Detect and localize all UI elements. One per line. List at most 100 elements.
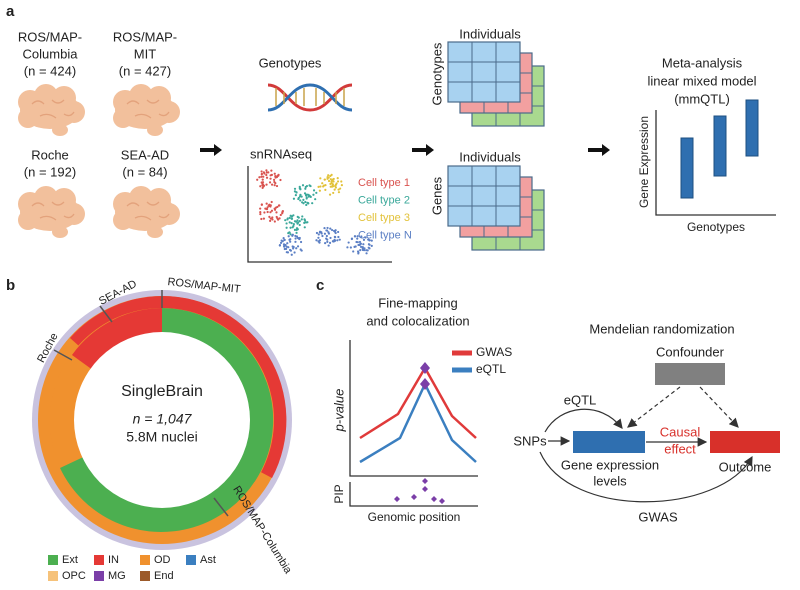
pip-label: PIP bbox=[332, 484, 346, 503]
cell-dot bbox=[293, 251, 296, 254]
column-label: Individuals bbox=[459, 149, 521, 164]
pip-axes bbox=[349, 482, 478, 507]
cell-dot bbox=[287, 246, 290, 249]
cell-dot bbox=[261, 178, 264, 181]
cell-dot bbox=[289, 226, 292, 229]
cell-dot bbox=[289, 233, 292, 236]
meta-title: Meta-analysis bbox=[662, 55, 743, 70]
cell-dot bbox=[303, 226, 306, 229]
matrix-layer bbox=[447, 165, 521, 227]
cell-dot bbox=[363, 247, 366, 250]
cell-dot bbox=[330, 185, 334, 188]
cell-dot bbox=[326, 177, 329, 180]
cell-dot bbox=[319, 177, 322, 180]
cell-dot bbox=[303, 221, 306, 224]
cell-dot bbox=[299, 240, 303, 244]
matrix-layer bbox=[447, 41, 521, 103]
cell-dot bbox=[327, 244, 330, 247]
cell-dot bbox=[261, 181, 264, 185]
cell-dot bbox=[334, 184, 337, 187]
cell-dot bbox=[304, 200, 307, 204]
cell-dot bbox=[293, 187, 297, 190]
legend-swatch bbox=[140, 571, 150, 581]
cell-dot bbox=[330, 228, 334, 232]
cell-dot bbox=[312, 189, 316, 192]
confounder-box bbox=[655, 363, 725, 385]
cell-dot bbox=[326, 229, 329, 232]
cell-type-label: Cell type N bbox=[358, 229, 412, 241]
cell-dot bbox=[290, 253, 293, 256]
cell-dot bbox=[265, 207, 269, 211]
center-nuclei: 5.8M nuclei bbox=[126, 429, 198, 445]
cell-type-label: Cell type 3 bbox=[358, 212, 410, 224]
cell-dot bbox=[337, 188, 340, 191]
cell-dot bbox=[305, 203, 308, 207]
cell-dot bbox=[303, 218, 306, 221]
cell-dot bbox=[337, 191, 341, 194]
exposure-label: levels bbox=[593, 473, 627, 488]
cell-dot bbox=[277, 204, 281, 207]
cell-dot bbox=[350, 237, 353, 241]
cohort-n: (n = 427) bbox=[119, 63, 171, 78]
cell-dot bbox=[329, 227, 332, 230]
legend-label: MG bbox=[108, 570, 126, 582]
x-axis-label: Genotypes bbox=[687, 220, 745, 234]
cell-dot bbox=[274, 182, 277, 185]
cell-dot bbox=[286, 218, 289, 221]
cell-dot bbox=[275, 184, 279, 188]
arrow bbox=[412, 144, 434, 156]
cell-dot bbox=[282, 237, 285, 240]
cell-dot bbox=[302, 202, 305, 205]
y-axis-label: p-value bbox=[331, 389, 346, 433]
cell-dot bbox=[349, 246, 352, 249]
exposure-box bbox=[573, 431, 645, 453]
cell-dot bbox=[356, 237, 359, 240]
cell-dot bbox=[292, 222, 295, 226]
cell-dot bbox=[279, 213, 282, 217]
cell-dot bbox=[296, 215, 299, 218]
meta-title: (mmQTL) bbox=[674, 91, 730, 106]
cell-dot bbox=[331, 178, 334, 181]
cell-dot bbox=[314, 198, 317, 201]
eqtl-label: eQTL bbox=[564, 392, 597, 407]
cell-dot bbox=[356, 235, 359, 238]
cell-dot bbox=[353, 235, 357, 238]
legend-swatch bbox=[48, 571, 58, 581]
cell-dot bbox=[300, 195, 303, 198]
cell-dot bbox=[281, 212, 284, 215]
cell-dot bbox=[328, 241, 332, 244]
legend-label: OD bbox=[154, 554, 171, 566]
cell-dot bbox=[339, 187, 342, 190]
cell-dot bbox=[289, 240, 292, 243]
gwas-line bbox=[359, 365, 477, 440]
cell-dot bbox=[356, 250, 360, 253]
cell-dot bbox=[277, 173, 280, 176]
cell-dot bbox=[356, 241, 359, 244]
cell-dot bbox=[269, 177, 272, 180]
snps-label: SNPs bbox=[513, 433, 547, 448]
cell-dot bbox=[357, 252, 360, 255]
cell-dot bbox=[359, 242, 363, 245]
cell-dot bbox=[315, 239, 318, 242]
cell-dot bbox=[321, 234, 324, 238]
cell-dot bbox=[285, 222, 288, 225]
cell-dot bbox=[329, 182, 332, 186]
cell-dot bbox=[283, 238, 286, 242]
dna-helix bbox=[267, 83, 353, 112]
cell-dot bbox=[296, 219, 299, 222]
legend-swatch bbox=[94, 555, 104, 565]
cell-dot bbox=[303, 192, 307, 195]
cell-dot bbox=[295, 247, 298, 250]
scatter-axes bbox=[247, 166, 392, 263]
cell-dot bbox=[298, 237, 301, 241]
cell-dot bbox=[337, 230, 340, 234]
cell-dot bbox=[276, 217, 279, 220]
cell-dot bbox=[340, 180, 343, 183]
cell-dot bbox=[301, 184, 305, 187]
cell-dot bbox=[288, 221, 291, 224]
cell-type-legend: Cell type 1 Cell type 2 Cell type 3 Cell ty… bbox=[358, 177, 412, 242]
brain bbox=[17, 185, 86, 239]
legend-swatch bbox=[186, 555, 196, 565]
arrow bbox=[200, 144, 222, 156]
